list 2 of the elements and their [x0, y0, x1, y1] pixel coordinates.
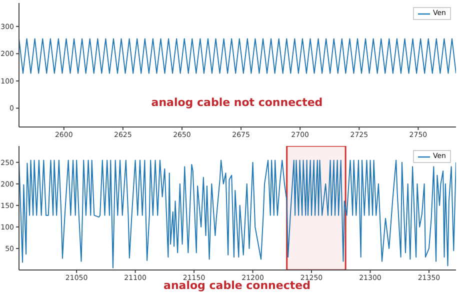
annotation: analog cable not connected: [151, 96, 323, 109]
text: analog cable connected: [164, 279, 310, 292]
